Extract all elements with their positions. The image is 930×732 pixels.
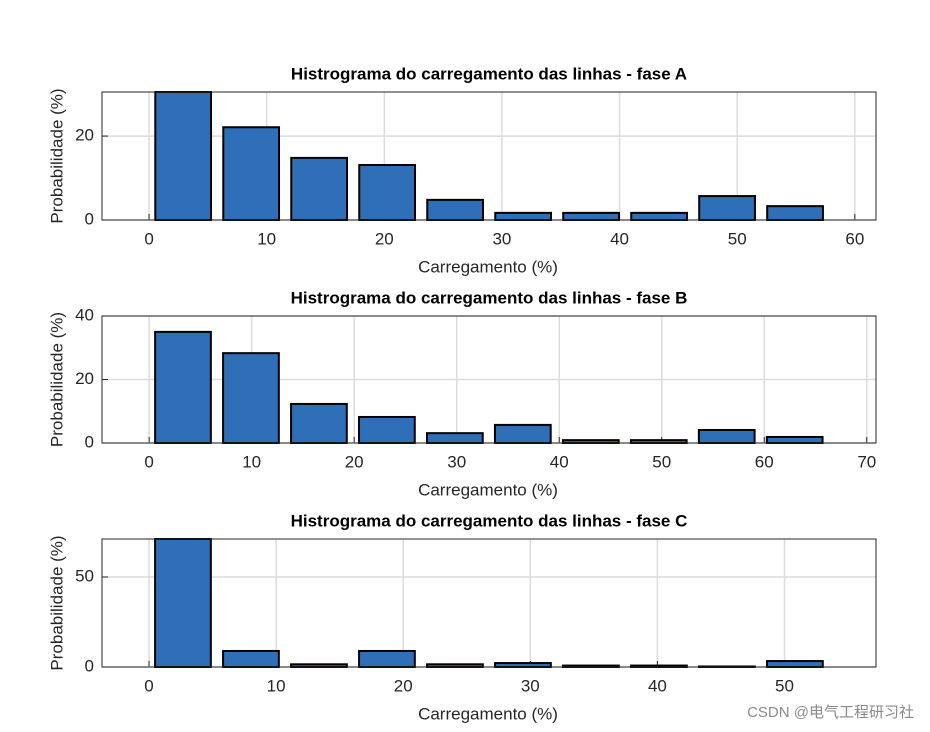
bar [766,205,824,221]
x-tick-label: 20 [375,229,394,248]
y-tick-label: 40 [75,305,94,324]
bar [493,423,552,444]
bar [426,198,484,221]
x-tick-label: 30 [521,676,540,695]
y-axis-label: Probabilidade (%) [47,535,66,670]
bar [290,156,349,221]
x-tick-label: 10 [257,229,276,248]
x-tick-label: 50 [728,229,747,248]
plot-area [102,92,876,220]
y-tick-label: 20 [75,126,94,145]
x-tick-label: 0 [144,229,153,248]
x-tick-label: 40 [648,676,667,695]
x-tick-label: 60 [755,452,774,471]
axes-box [101,315,877,444]
bar [766,660,824,668]
bar [494,662,552,668]
bar [494,211,552,221]
bar [154,91,213,221]
bar [222,352,280,444]
x-tick-label: 50 [652,452,671,471]
bar [358,164,417,221]
y-tick-label: 0 [85,432,94,451]
x-tick-label: 50 [775,676,794,695]
bars [154,330,824,444]
bar [290,402,348,444]
y-axis-label: Probabilidade (%) [47,88,66,223]
x-tick-label: 20 [394,676,413,695]
x-axis-label: Carregamento (%) [418,704,558,723]
x-tick-label: 0 [144,452,153,471]
bar [222,649,280,668]
bar [698,195,756,221]
x-tick-label: 10 [267,676,286,695]
bar [222,126,281,221]
x-tick-label: 10 [242,452,261,471]
y-tick-label: 50 [75,566,94,585]
x-tick-label: 30 [492,229,511,248]
watermark: CSDN @电气工程研习社 [747,704,914,721]
bar [630,211,688,221]
y-tick-label: 0 [85,656,94,675]
x-axis-label: Carregamento (%) [418,480,558,499]
x-tick-label: 40 [610,229,629,248]
y-tick-label: 0 [85,209,94,228]
y-tick-label: 20 [75,369,94,388]
chart-title: Histrograma do carregamento das linhas -… [291,288,688,307]
x-tick-label: 60 [845,229,864,248]
x-axis-label: Carregamento (%) [418,257,558,276]
plot-area [102,539,876,667]
x-tick-label: 20 [345,452,364,471]
bar [358,415,416,444]
bar [765,435,824,444]
axes-box [101,538,877,668]
bar [154,330,212,444]
x-tick-label: 30 [447,452,466,471]
bar [562,211,620,221]
x-tick-label: 70 [857,452,876,471]
bars [154,91,824,221]
bar [697,428,756,444]
x-tick-label: 40 [550,452,569,471]
x-tick-label: 0 [144,676,153,695]
chart-title: Histrograma do carregamento das linhas -… [291,64,687,83]
bar [154,538,212,668]
axes-box [101,91,877,221]
y-axis-label: Probabilidade (%) [47,312,66,447]
chart-title: Histrograma do carregamento das linhas -… [291,511,688,530]
bar [425,432,484,444]
bar [358,649,416,668]
